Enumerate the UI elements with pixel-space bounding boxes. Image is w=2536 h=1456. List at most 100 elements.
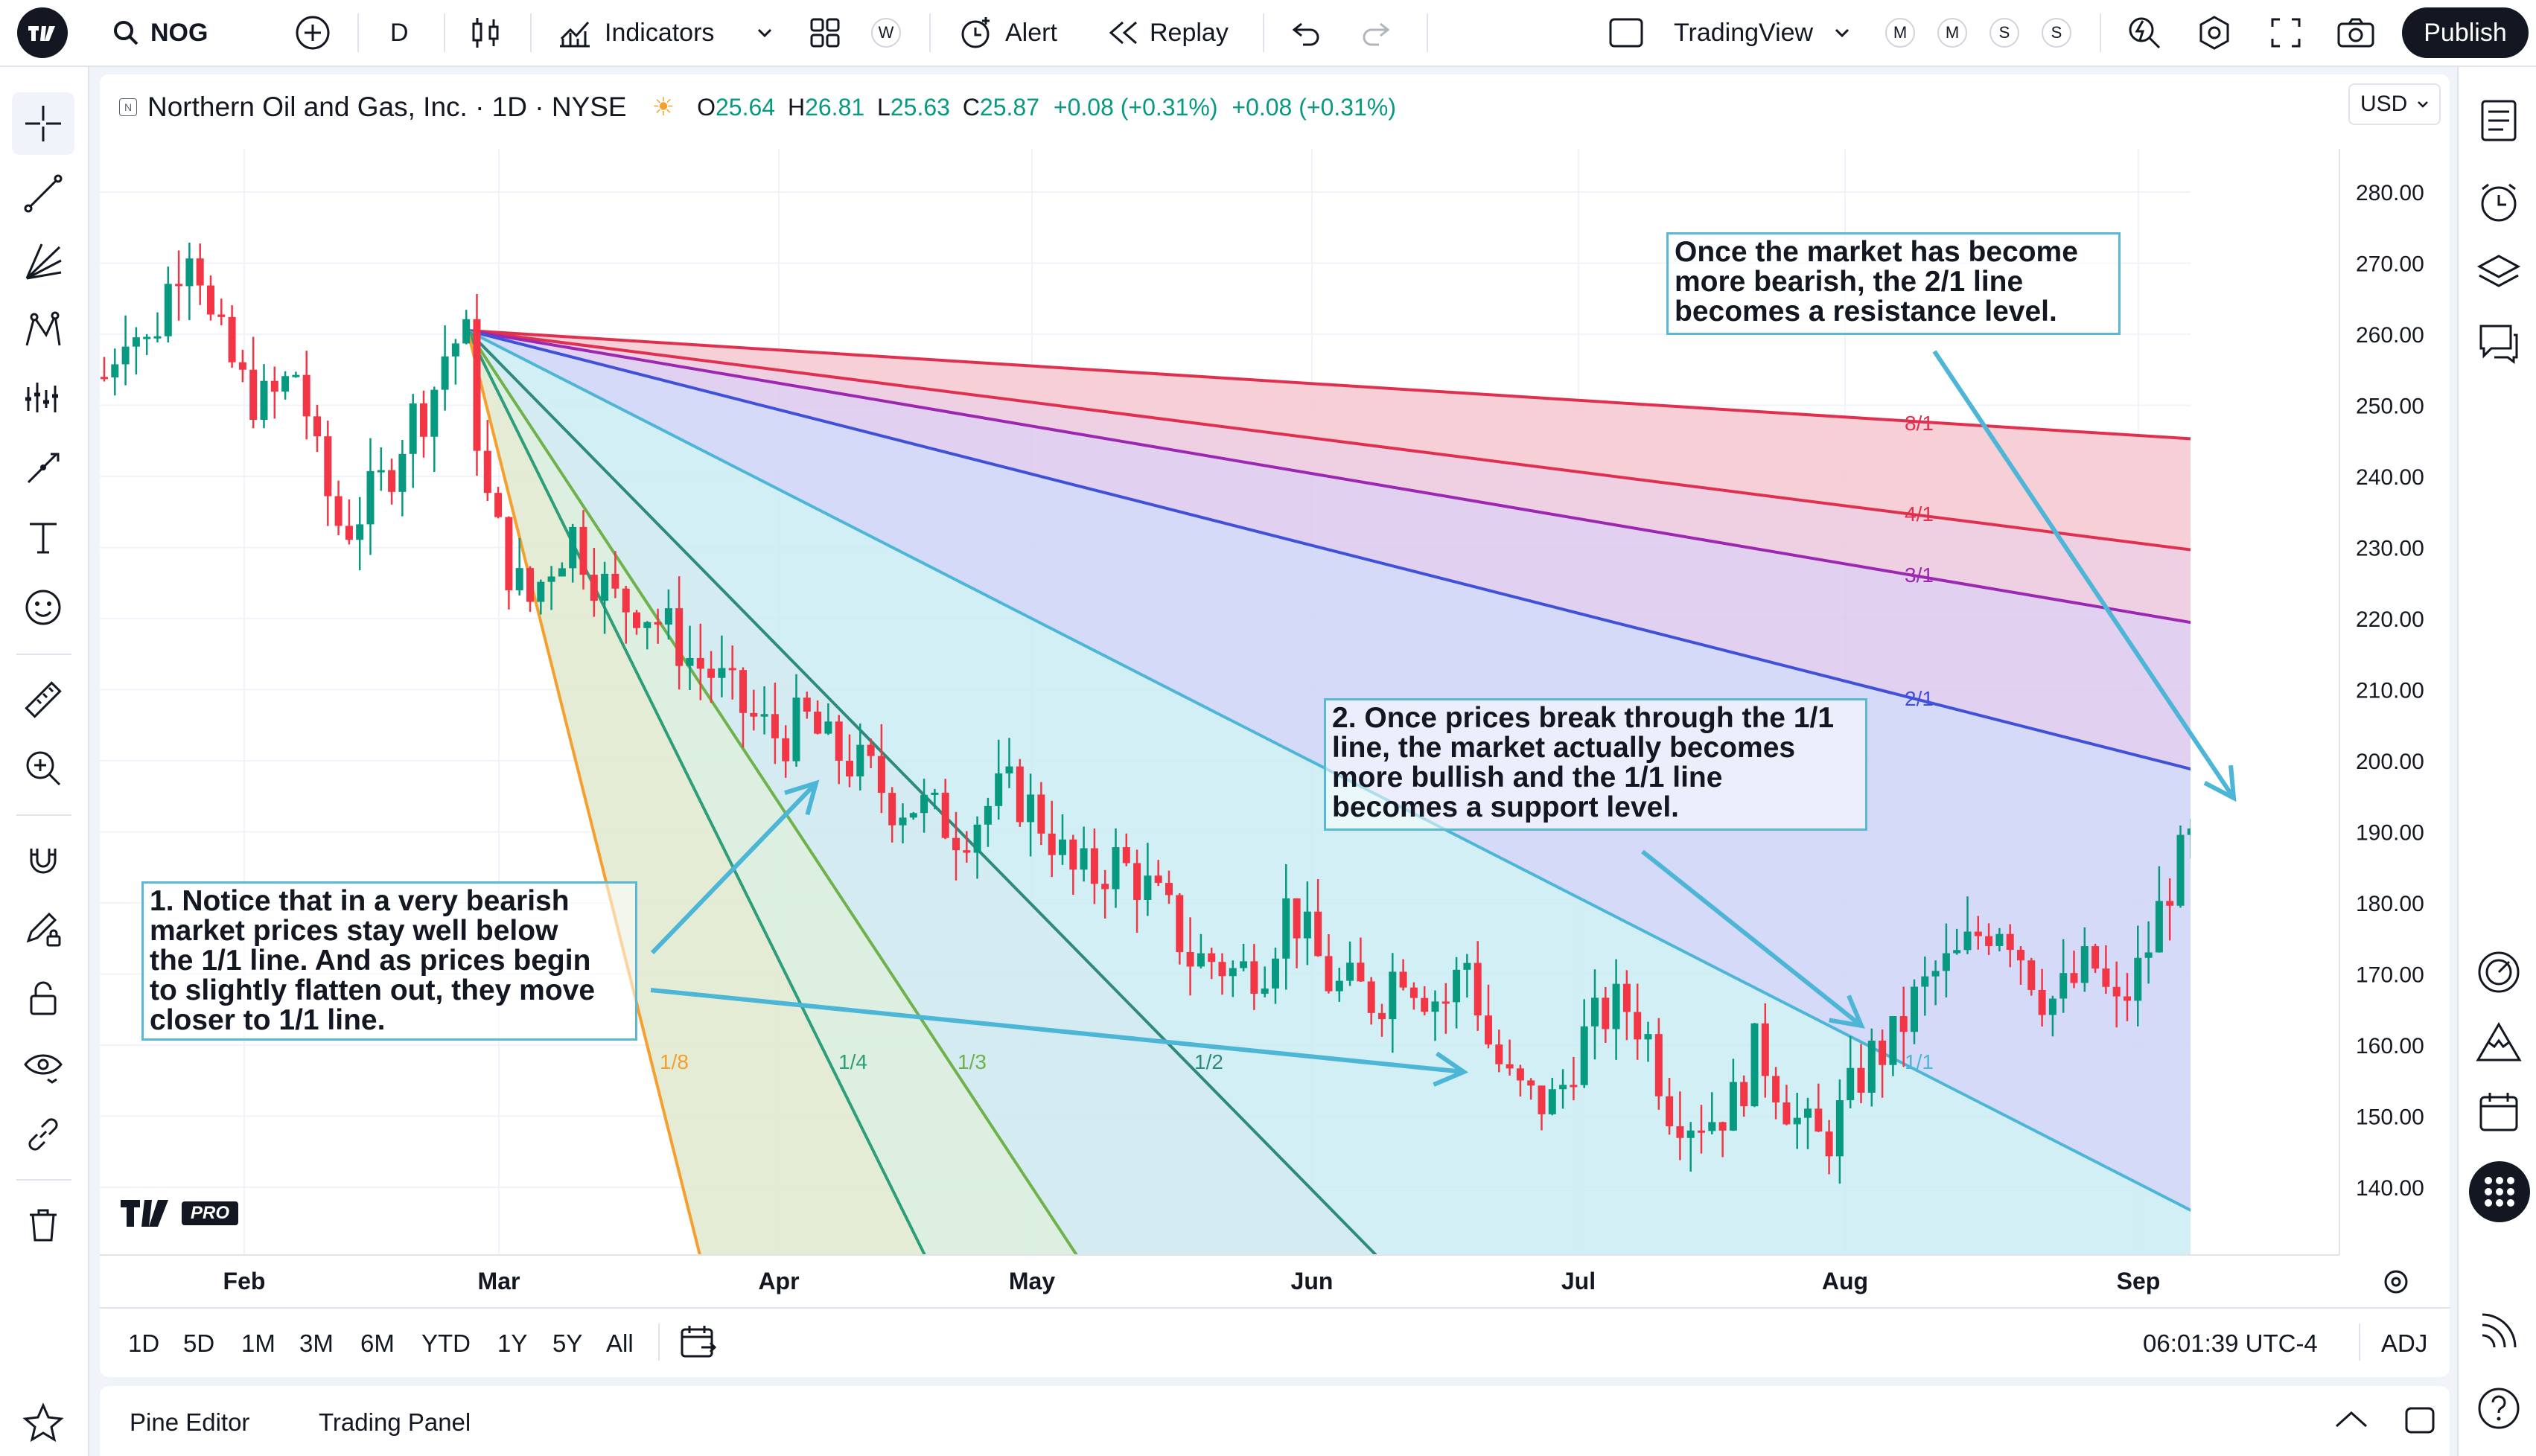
chart-type-button[interactable]: [469, 0, 502, 66]
range-5d[interactable]: 5D: [183, 1329, 215, 1357]
range-ytd[interactable]: YTD: [421, 1329, 471, 1357]
candle-body: [1240, 961, 1248, 968]
indicators-button[interactable]: Indicators: [557, 0, 714, 66]
layouts-button[interactable]: [809, 0, 841, 66]
range-5y[interactable]: 5Y: [552, 1329, 583, 1357]
badge-s1[interactable]: S: [1989, 18, 2019, 48]
fullscreen-button[interactable]: [2269, 0, 2302, 66]
candle-body: [1218, 962, 1226, 977]
candle-body: [1208, 953, 1216, 962]
indicators-dropdown[interactable]: [756, 0, 773, 66]
axis-settings-button[interactable]: [2380, 1265, 2412, 1302]
annotation-line: becomes a resistance level.: [1675, 296, 2057, 328]
candle-body: [324, 436, 332, 496]
zoom-tool[interactable]: [12, 737, 74, 799]
layout-name: TradingView: [1674, 18, 1814, 47]
range-6m[interactable]: 6M: [360, 1329, 395, 1357]
tab-pine-editor[interactable]: Pine Editor: [130, 1408, 250, 1436]
magnet-tool[interactable]: [12, 829, 74, 892]
zoom-in-icon: [26, 751, 61, 786]
ruler-tool[interactable]: [12, 668, 74, 731]
annotation-arrows: [650, 350, 2237, 1087]
annotation-box-3[interactable]: Once the market has become more bearish,…: [1666, 232, 2121, 335]
x-tick-label: Mar: [478, 1268, 520, 1294]
adjust-button[interactable]: ADJ: [2381, 1329, 2428, 1357]
tradingview-logo[interactable]: [16, 0, 69, 66]
symbol-search[interactable]: NOG: [112, 0, 208, 66]
streams-button[interactable]: [2472, 1304, 2526, 1358]
candle-body: [377, 470, 385, 473]
object-tree-button[interactable]: [2472, 246, 2526, 299]
candle-body: [2262, 881, 2269, 913]
compare-add-button[interactable]: [295, 0, 331, 66]
range-3m[interactable]: 3M: [299, 1329, 334, 1357]
range-1m[interactable]: 1M: [241, 1329, 275, 1357]
publish-button[interactable]: Publish: [2402, 7, 2529, 58]
market-status-icon[interactable]: ☀: [651, 93, 675, 121]
badge-m2[interactable]: M: [1937, 18, 1967, 48]
remove-drawings-tool[interactable]: [12, 1194, 74, 1257]
calendar-button[interactable]: [2472, 1085, 2526, 1139]
chats-button[interactable]: [2472, 316, 2526, 369]
products-button[interactable]: [2469, 1161, 2530, 1222]
replay-button[interactable]: Replay: [1106, 0, 1229, 66]
quick-search-button[interactable]: [2126, 0, 2162, 66]
tab-trading-panel[interactable]: Trading Panel: [319, 1408, 471, 1436]
candle-body: [2198, 814, 2205, 828]
candle-body: [643, 622, 651, 628]
trend-line-tool[interactable]: [12, 162, 74, 225]
redo-button[interactable]: [1360, 0, 1391, 66]
emoji-tool[interactable]: [12, 576, 74, 639]
gann-fan-tool[interactable]: [12, 231, 74, 293]
collapse-panel-button[interactable]: [2333, 1408, 2369, 1434]
ideas-button[interactable]: [2472, 1015, 2526, 1069]
candle-body: [835, 721, 843, 761]
clock-readout[interactable]: 06:01:39 UTC-4: [2143, 1329, 2318, 1357]
pattern-tool[interactable]: [12, 299, 74, 362]
stay-drawing-tool[interactable]: [12, 898, 74, 960]
text-tool[interactable]: [12, 506, 74, 569]
change-value-secondary: +0.08 (+0.31%): [1232, 93, 1396, 121]
settings-button[interactable]: [2196, 0, 2232, 66]
symbol-title[interactable]: Northern Oil and Gas, Inc. · 1D · NYSE: [147, 92, 627, 122]
fan-labels: 8/1 4/1 3/1 2/1 1/1 1/2 1/3 1/4 1/8: [660, 412, 1934, 1073]
range-1y[interactable]: 1Y: [497, 1329, 528, 1357]
interval-button[interactable]: D: [390, 18, 409, 47]
snapshot-button[interactable]: [2336, 0, 2375, 66]
currency-select[interactable]: USD: [2348, 83, 2441, 125]
candle-body: [164, 284, 172, 336]
favorites-tool[interactable]: [12, 1392, 74, 1455]
watchlist-button[interactable]: [2472, 94, 2526, 147]
alerts-button[interactable]: [2472, 176, 2526, 229]
undo-button[interactable]: [1291, 0, 1322, 66]
candle-body: [2176, 834, 2185, 906]
candle-body: [1911, 986, 1918, 1032]
candle-body: [558, 568, 566, 577]
candle-body: [1016, 766, 1024, 823]
crosshair-tool[interactable]: [12, 92, 74, 155]
link-tool[interactable]: [12, 1103, 74, 1166]
candle-body: [217, 314, 226, 317]
lock-drawings-tool[interactable]: [12, 966, 74, 1029]
maximize-panel-button[interactable]: [2403, 1405, 2436, 1439]
fan-label: 1/8: [660, 1050, 689, 1073]
layout-select[interactable]: TradingView: [1608, 0, 1850, 66]
layout-badge[interactable]: W: [871, 18, 901, 48]
prediction-tool[interactable]: [12, 368, 74, 430]
candle-body: [1389, 971, 1397, 1020]
technicals-button[interactable]: [2472, 945, 2526, 999]
range-all[interactable]: All: [606, 1329, 634, 1357]
alert-button[interactable]: Alert: [958, 0, 1057, 66]
annotation-box-2[interactable]: 2. Once prices break through the 1/1 lin…: [1324, 698, 1867, 831]
help-button[interactable]: [2472, 1382, 2526, 1435]
candle-body: [1165, 883, 1173, 895]
go-to-date-button[interactable]: [679, 1324, 718, 1364]
badge-s2[interactable]: S: [2042, 18, 2071, 48]
range-1d[interactable]: 1D: [128, 1329, 160, 1357]
candle-body: [313, 416, 321, 437]
annotation-box-1[interactable]: 1. Notice that in a very bearish market …: [141, 881, 637, 1041]
brush-tool[interactable]: [12, 436, 74, 499]
hide-drawings-tool[interactable]: [12, 1035, 74, 1097]
badge-m1[interactable]: M: [1885, 18, 1915, 48]
